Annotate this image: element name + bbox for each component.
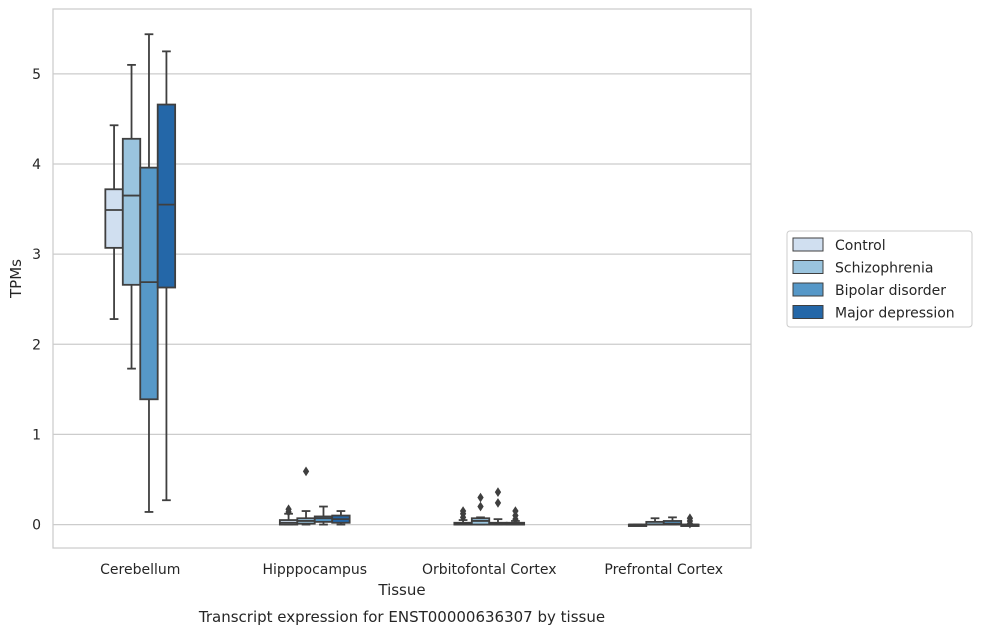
y-axis-ticks: 0 1 2 3 4 5 [32, 67, 41, 534]
x-tick-label: Orbitofontal Cortex [422, 562, 557, 578]
legend-label: Control [835, 238, 886, 254]
outlier-marker [494, 487, 502, 497]
outlier-marker [477, 492, 484, 503]
y-tick-label: 3 [32, 247, 41, 263]
y-tick-label: 4 [32, 157, 41, 173]
box-1-3 [645, 517, 665, 526]
y-tick-label: 2 [32, 337, 41, 353]
y-tick-label: 5 [32, 67, 41, 83]
iqr-box [139, 166, 159, 401]
legend-items: Control Schizophrenia Bipolar disorder Majo… [792, 237, 955, 322]
iqr-box [121, 137, 142, 286]
legend-swatch [792, 237, 824, 252]
chart-caption: Transcript expression for ENST0000063630… [198, 608, 605, 626]
legend-frame [786, 230, 973, 328]
boxes [104, 33, 700, 529]
x-tick-label: Cerebellum [100, 562, 180, 578]
legend: Control Schizophrenia Bipolar disorder Majo… [786, 230, 973, 328]
x-axis-label: Tissue [377, 581, 425, 599]
outlier-marker [459, 506, 467, 516]
iqr-box [662, 520, 683, 526]
outlier-marker [477, 501, 484, 512]
x-tick-label: Prefrontal Cortex [604, 562, 723, 578]
box-2-1 [313, 505, 334, 526]
legend-label: Major depression [835, 306, 955, 322]
y-tick-label: 0 [32, 518, 41, 534]
outlier-marker [285, 504, 292, 515]
box-1-2 [470, 492, 491, 526]
y-tick-label: 1 [32, 427, 41, 443]
box-3-2 [505, 506, 526, 526]
box-2-3 [662, 516, 683, 526]
outlier-marker [302, 466, 310, 477]
outlier-marker [686, 513, 694, 524]
legend-label: Bipolar disorder [835, 283, 946, 299]
box-0-2 [453, 506, 473, 526]
box-0-0 [104, 124, 124, 320]
x-axis-ticks: Cerebellum Hipppocampus Orbitofontal Corte… [100, 562, 723, 578]
legend-label: Schizophrenia [835, 261, 933, 277]
box-1-0 [121, 63, 142, 370]
box-3-0 [156, 50, 177, 502]
box-2-0 [139, 33, 159, 513]
legend-swatch [792, 305, 824, 319]
legend-swatch [792, 282, 824, 297]
box-0-1 [278, 504, 299, 526]
iqr-box [313, 515, 334, 523]
box-3-1 [331, 510, 351, 526]
box-1-1 [296, 466, 316, 526]
iqr-box [104, 188, 124, 249]
outlier-marker [494, 498, 502, 508]
y-axis-label: TPMs [7, 259, 25, 299]
box-2-2 [488, 487, 508, 526]
box-3-3 [680, 513, 700, 529]
iqr-box [156, 103, 177, 289]
box-0-3 [627, 523, 648, 527]
x-tick-label: Hipppocampus [262, 562, 367, 578]
legend-swatch [792, 260, 824, 274]
outlier-marker [512, 506, 519, 516]
plot-area-frame [52, 8, 752, 549]
